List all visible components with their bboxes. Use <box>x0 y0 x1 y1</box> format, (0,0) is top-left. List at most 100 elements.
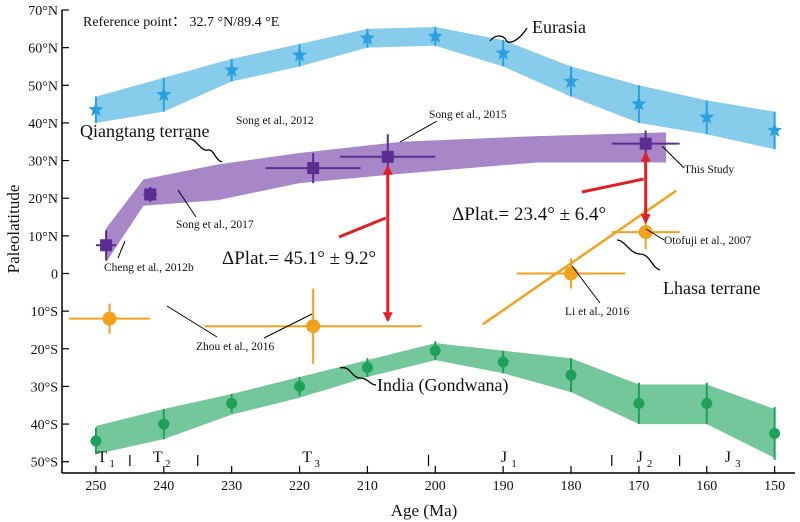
y-tick-label: 0 <box>51 267 58 282</box>
squiggle-qiangtang <box>185 138 223 163</box>
lhasa-point <box>306 319 321 334</box>
eurasia-point <box>563 73 579 88</box>
label-otofuji: Otofuji et al., 2007 <box>664 235 751 247</box>
y-tick-label: 60°N <box>28 42 58 57</box>
squiggle-lhasa <box>616 239 661 271</box>
eurasia-point <box>156 86 172 102</box>
lhasa-point <box>102 311 117 326</box>
period-subscript: 1 <box>511 458 517 470</box>
y-tick-label: 10°N <box>28 230 58 245</box>
label-cheng: Cheng et al., 2012b <box>104 262 194 274</box>
y-tick-label: 70°N <box>28 4 58 19</box>
lhasa-point <box>564 266 579 281</box>
eurasia-point <box>427 28 443 43</box>
period-subscript: 2 <box>165 458 171 470</box>
qiangtang-point <box>100 239 113 252</box>
eurasia-point <box>699 109 715 124</box>
axes-layer: 70°N 60°N 50°N 40°N 30°N 20°N 10°N 0 10°S 20°S 30°… <box>28 4 795 494</box>
label-song-2012: Song et al., 2012 <box>236 115 314 127</box>
eurasia-point <box>767 122 783 137</box>
lhasa-point <box>638 225 653 240</box>
leader-song-2017 <box>177 189 197 218</box>
label-song-2017: Song et al., 2017 <box>176 219 254 231</box>
leader-cheng <box>117 240 126 259</box>
india-label: India (Gondwana) <box>377 375 508 396</box>
period-subscript: 1 <box>109 458 115 470</box>
qiangtang-band <box>106 132 667 263</box>
x-tick-label: 250 <box>85 479 106 494</box>
dplat-large-pointer <box>338 216 387 239</box>
india-point <box>294 380 306 392</box>
india-point <box>769 427 781 439</box>
leader-song-2015 <box>399 120 438 143</box>
qiangtang-point <box>307 162 320 175</box>
india-point <box>90 435 102 447</box>
x-tick-label: 220 <box>289 479 310 494</box>
qiangtang-point <box>639 137 652 150</box>
period-subscript: 2 <box>647 458 653 470</box>
period-label: T <box>302 449 312 466</box>
period-label: J <box>501 449 507 466</box>
period-label: T <box>97 449 107 466</box>
y-tick-label: 30°S <box>31 380 58 395</box>
period-subscript: 3 <box>735 458 741 470</box>
dplat-small-pointer <box>581 177 644 194</box>
dplat-large-label: ΔPlat.= 45.1° ± 9.2° <box>222 248 376 269</box>
india-point <box>429 345 441 357</box>
leader-zhou-2 <box>263 313 313 339</box>
x-tick-label: 240 <box>153 479 174 494</box>
eurasia-label: Eurasia <box>532 17 586 37</box>
squiggle-india <box>339 366 377 386</box>
eurasia-point <box>495 45 511 60</box>
x-tick-label: 160 <box>696 479 717 494</box>
india-point <box>497 356 509 368</box>
x-tick-label: 170 <box>628 479 649 494</box>
label-this-study: This Study <box>684 164 734 176</box>
bands-layer <box>95 26 775 458</box>
qiangtang-point <box>144 188 157 201</box>
y-tick-label: 20°N <box>28 192 58 207</box>
label-zhou-1: Zhou et al., 2016 <box>196 341 274 353</box>
x-tick-label: 180 <box>561 479 582 494</box>
eurasia-point <box>631 96 647 111</box>
period-subscript: 3 <box>314 458 320 470</box>
period-label: J <box>725 449 731 466</box>
label-song-2015: Song et al., 2015 <box>429 109 507 121</box>
india-point <box>226 397 238 409</box>
qiangtang-point <box>381 150 394 163</box>
india-point <box>633 397 645 409</box>
eurasia-point <box>88 101 104 117</box>
y-tick-label: 20°S <box>31 343 58 358</box>
leader-this-study <box>661 145 685 169</box>
y-tick-label: 40°S <box>31 418 58 433</box>
x-tick-label: 190 <box>493 479 514 494</box>
reference-point-label: Reference point： 32.7 °N/89.4 °E <box>83 15 279 30</box>
india-point <box>701 397 713 409</box>
y-tick-label: 10°S <box>31 305 58 320</box>
y-tick-label: 50°S <box>31 456 58 471</box>
india-point <box>361 362 373 374</box>
period-label: J <box>637 449 643 466</box>
x-tick-label: 230 <box>221 479 242 494</box>
squiggle-eurasia <box>489 27 528 43</box>
x-tick-label: 210 <box>357 479 378 494</box>
lhasa-label: Lhasa terrane <box>663 278 760 298</box>
period-label: T <box>153 449 163 466</box>
eurasia-point <box>291 47 308 62</box>
annotations-layer: Cheng et al., 2012b Song et al., 2017 Song… <box>104 27 751 386</box>
label-li: Li et al., 2016 <box>565 306 629 318</box>
marks-layer <box>68 26 783 460</box>
dplat-small-label: ΔPlat.= 23.4° ± 6.4° <box>452 204 606 225</box>
leader-otofuji <box>645 228 665 241</box>
leader-zhou-1 <box>166 305 218 338</box>
leader-li <box>571 265 601 304</box>
eurasia-band <box>95 26 775 150</box>
eurasia-point <box>224 62 240 77</box>
x-tick-label: 150 <box>764 479 785 494</box>
qiangtang-label: Qiangtang terrane <box>80 121 209 141</box>
india-band <box>95 343 775 458</box>
y-tick-label: 50°N <box>28 79 58 94</box>
x-tick-label: 200 <box>425 479 446 494</box>
eurasia-point <box>359 30 375 45</box>
